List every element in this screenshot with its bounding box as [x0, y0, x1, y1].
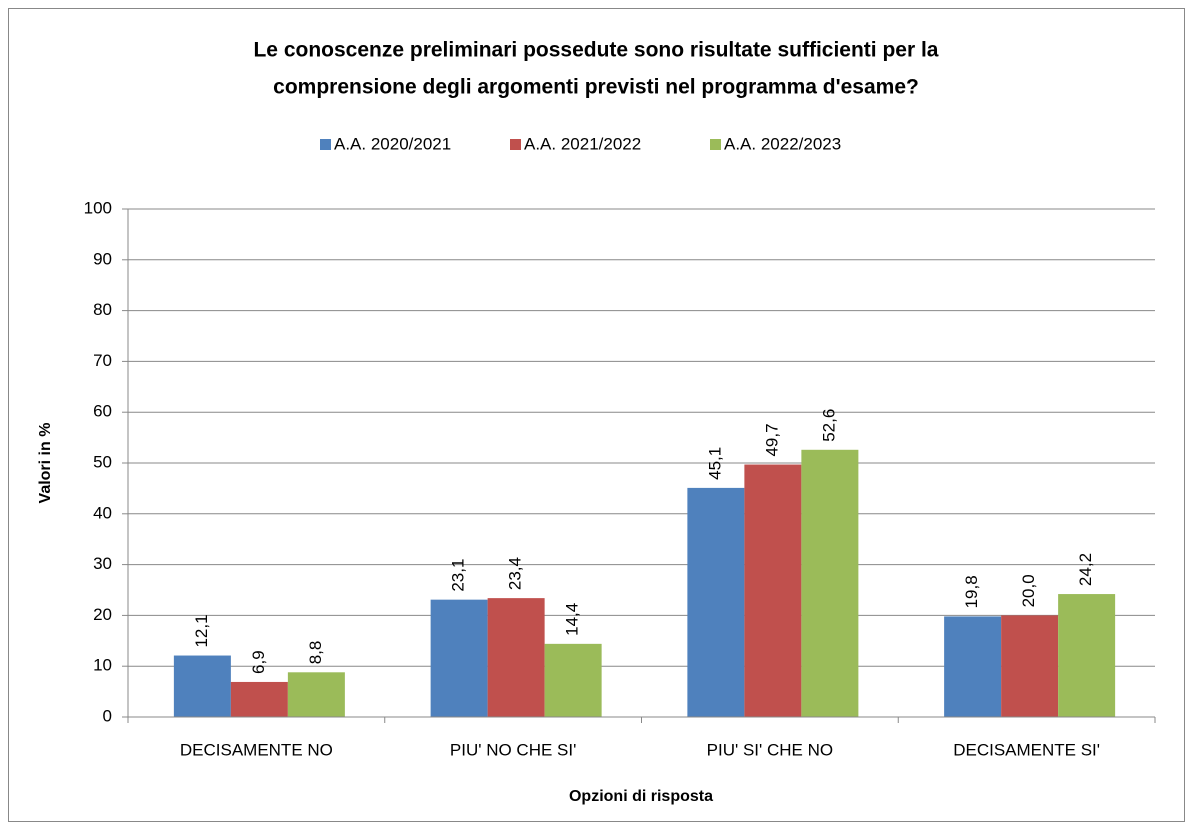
y-axis-title: Valori in % — [37, 423, 54, 504]
legend-label: A.A. 2020/2021 — [334, 134, 451, 153]
x-tick-label: PIU' SI' CHE NO — [707, 740, 833, 759]
x-tick-label: DECISAMENTE NO — [180, 740, 333, 759]
bar — [1058, 594, 1116, 717]
bar — [173, 655, 231, 717]
data-label: 24,2 — [1076, 553, 1095, 586]
bar — [1001, 615, 1059, 717]
y-tick-label: 50 — [93, 452, 112, 471]
x-axis-title: Opzioni di risposta — [569, 788, 713, 805]
data-label: 8,8 — [306, 641, 325, 665]
bar — [944, 616, 1002, 717]
y-tick-label: 20 — [93, 605, 112, 624]
y-tick-label: 0 — [103, 706, 112, 725]
data-label: 19,8 — [962, 575, 981, 608]
data-label: 52,6 — [819, 409, 838, 442]
data-label: 14,4 — [563, 603, 582, 636]
data-label: 23,1 — [449, 559, 468, 592]
bar — [687, 487, 745, 717]
y-tick-label: 100 — [84, 198, 112, 217]
chart-title: comprensione degli argomenti previsti ne… — [273, 76, 919, 99]
legend-swatch — [510, 139, 521, 150]
data-label: 20,0 — [1019, 574, 1038, 607]
legend-label: A.A. 2022/2023 — [724, 134, 841, 153]
y-tick-label: 10 — [93, 656, 112, 675]
y-tick-label: 30 — [93, 554, 112, 573]
x-tick-label: PIU' NO CHE SI' — [450, 740, 576, 759]
data-label: 49,7 — [762, 423, 781, 456]
data-label: 6,9 — [249, 650, 268, 674]
data-label: 12,1 — [192, 614, 211, 647]
legend-swatch — [710, 139, 721, 150]
bar — [287, 672, 345, 717]
bar — [430, 599, 488, 717]
legend-label: A.A. 2021/2022 — [524, 134, 641, 153]
y-tick-label: 90 — [93, 249, 112, 268]
legend-swatch — [320, 139, 331, 150]
y-tick-label: 70 — [93, 351, 112, 370]
bar — [230, 681, 288, 717]
bar — [744, 464, 802, 717]
y-tick-label: 80 — [93, 300, 112, 319]
x-tick-label: DECISAMENTE SI' — [953, 740, 1100, 759]
bar — [801, 449, 859, 717]
chart-title: Le conoscenze preliminari possedute sono… — [253, 39, 938, 62]
bar — [487, 598, 545, 717]
y-tick-label: 60 — [93, 402, 112, 421]
data-label: 45,1 — [705, 447, 724, 480]
data-label: 23,4 — [506, 557, 525, 590]
y-tick-label: 40 — [93, 503, 112, 522]
bar — [544, 643, 602, 717]
